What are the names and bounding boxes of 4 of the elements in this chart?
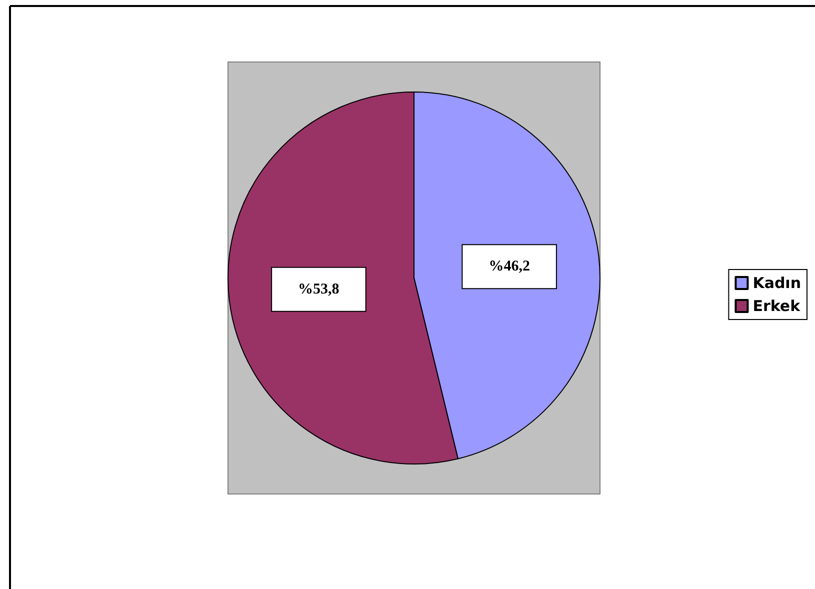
- data-label: %53,8: [298, 281, 340, 298]
- data-label: %46,2: [488, 258, 530, 275]
- legend-label: Erkek: [752, 297, 802, 315]
- legend-label: Kadın: [752, 274, 802, 292]
